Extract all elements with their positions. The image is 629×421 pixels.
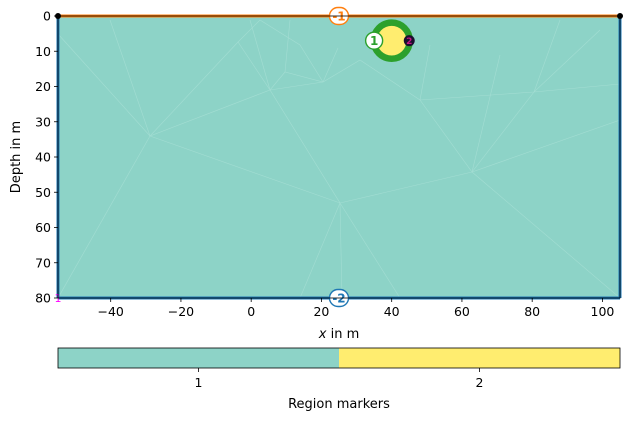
y-tick-label: 70 xyxy=(35,255,51,270)
region-1-area xyxy=(58,16,620,298)
svg-text:-2: -2 xyxy=(332,292,345,306)
svg-text:2: 2 xyxy=(406,37,412,47)
x-tick-label: 100 xyxy=(591,304,615,319)
y-tick-label: 20 xyxy=(35,79,51,94)
mesh-lines xyxy=(58,19,620,298)
region-marker: 1 xyxy=(55,292,62,305)
y-tick-label: 40 xyxy=(35,150,51,165)
y-tick-label: 30 xyxy=(35,114,51,129)
y-tick-label: 50 xyxy=(35,185,51,200)
x-axis-label: x in m xyxy=(318,327,359,342)
colorbar-tick-label: 2 xyxy=(476,375,484,390)
x-tick-label: 0 xyxy=(247,304,255,319)
colorbar-label: Region markers xyxy=(288,397,390,412)
svg-text:1: 1 xyxy=(370,34,378,48)
region-markers: -1 1 2 -2 1 xyxy=(55,6,415,308)
x-tick-label: 60 xyxy=(454,304,470,319)
y-tick-label: 80 xyxy=(35,291,51,306)
y-tick-label: 60 xyxy=(35,220,51,235)
y-tick-label: 0 xyxy=(43,9,51,24)
region-marker: 2 xyxy=(403,35,415,47)
svg-text:1: 1 xyxy=(55,292,62,305)
colorbar-segment xyxy=(58,348,339,368)
y-axis-label: Depth in m xyxy=(9,121,24,193)
x-tick-label: −40 xyxy=(97,304,123,319)
colorbar-tick-label: 1 xyxy=(195,375,203,390)
y-axis-ticks: 0 10 20 30 40 50 60 70 80 xyxy=(35,9,58,306)
region-marker: 1 xyxy=(364,31,384,50)
region-2-fill xyxy=(376,25,407,56)
x-tick-label: 80 xyxy=(524,304,540,319)
colorbar-segment xyxy=(339,348,620,368)
svg-text:-1: -1 xyxy=(332,10,345,24)
colorbar-frame xyxy=(57,347,621,369)
y-tick-label: 10 xyxy=(35,44,51,59)
x-tick-label: 40 xyxy=(384,304,400,319)
x-axis-ticks: −40 −20 0 20 40 60 80 100 xyxy=(97,298,614,319)
x-tick-label: 20 xyxy=(313,304,329,319)
x-tick-label: −20 xyxy=(168,304,194,319)
